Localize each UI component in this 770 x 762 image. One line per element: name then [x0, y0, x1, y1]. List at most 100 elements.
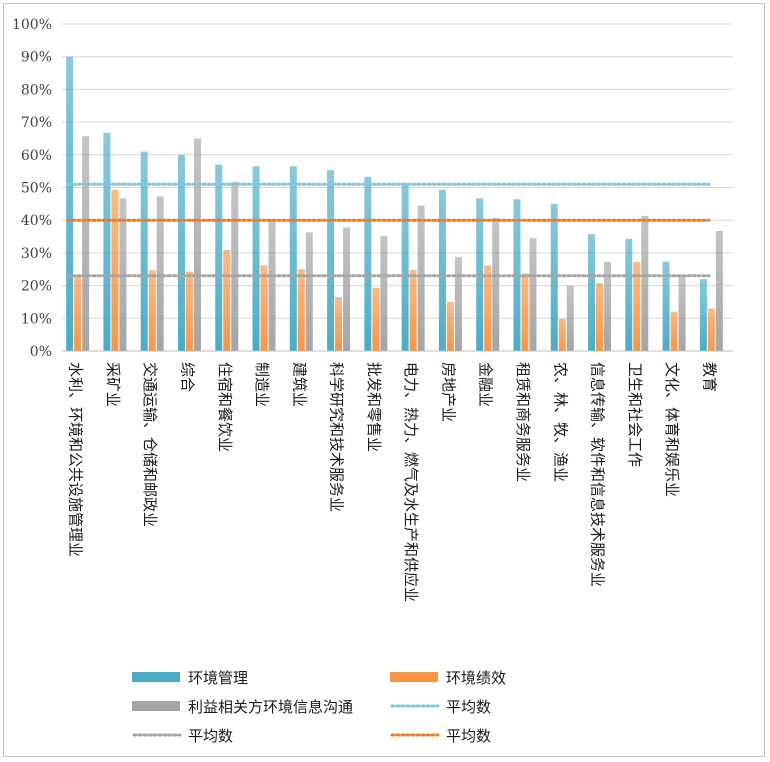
- x-tick-label: 房地产业: [439, 362, 457, 422]
- y-tick-label: 70%: [21, 115, 52, 131]
- bar: [335, 297, 343, 351]
- y-tick-label: 40%: [21, 213, 52, 229]
- x-tick-label: 交通运输、仓储和邮政业: [141, 362, 159, 527]
- chart-frame: [3, 3, 765, 757]
- bar: [596, 282, 604, 351]
- bar: [343, 227, 351, 351]
- bar: [438, 189, 446, 351]
- legend-item: 利益相关方环境信息沟通: [132, 698, 353, 716]
- bar: [231, 181, 239, 351]
- y-tick-label: 50%: [21, 181, 52, 197]
- bar: [401, 184, 409, 351]
- gridlines: [62, 23, 733, 319]
- legend-item: 环境管理: [132, 669, 248, 687]
- legend-label: 平均数: [446, 698, 491, 716]
- y-tick-label: 20%: [21, 279, 52, 295]
- legend-swatch: [390, 672, 438, 682]
- bar: [185, 271, 193, 351]
- x-tick-label: 水利、环境和公共设施管理业: [67, 362, 85, 557]
- x-tick-label: 建筑业: [290, 362, 308, 407]
- y-tick-label: 30%: [21, 246, 52, 262]
- legend-label: 平均数: [446, 727, 491, 745]
- legend-swatch: [132, 672, 180, 682]
- bar: [327, 170, 335, 351]
- bar: [268, 220, 276, 351]
- y-axis: 0% 10% 20% 30% 40% 50% 60% 70% 80% 90% 100%: [12, 17, 52, 360]
- x-tick-label: 综合: [178, 362, 196, 392]
- bar: [662, 261, 670, 351]
- bar: [297, 269, 305, 351]
- bar: [74, 274, 82, 351]
- bar: [177, 154, 185, 351]
- bar: [409, 269, 417, 351]
- legend-label: 利益相关方环境信息沟通: [188, 698, 353, 716]
- x-tick-label: 批发和零售业: [365, 362, 383, 452]
- legend-item: 平均数: [390, 727, 491, 745]
- bar: [521, 273, 529, 351]
- bar: [148, 270, 156, 351]
- bar: [678, 276, 686, 351]
- bar: [260, 265, 268, 351]
- bar: [111, 189, 119, 351]
- y-tick-label: 80%: [21, 82, 52, 98]
- bar: [670, 311, 678, 351]
- legend-item: 环境绩效: [390, 669, 506, 687]
- x-tick-label: 科学研究和技术服务业: [328, 362, 346, 512]
- y-tick-label: 60%: [21, 148, 52, 164]
- bar: [103, 132, 111, 351]
- bar: [484, 265, 492, 351]
- legend-label: 环境绩效: [446, 669, 506, 687]
- bar: [550, 203, 558, 351]
- bar: [380, 235, 388, 351]
- bar: [446, 301, 454, 351]
- bar: [715, 230, 723, 351]
- x-tick-label: 信息传输、软件和信息技术服务业: [589, 362, 607, 587]
- bar: [372, 287, 380, 351]
- bar: [699, 279, 707, 351]
- y-tick-label: 90%: [21, 50, 52, 66]
- x-tick-label: 教育: [700, 362, 718, 392]
- bar: [633, 262, 641, 351]
- bar: [305, 232, 313, 351]
- x-tick-label: 电力、热力、燃气及水生产和供应业: [402, 362, 420, 602]
- legend-item: 平均数: [132, 727, 233, 745]
- bar: [289, 166, 297, 351]
- bar: [492, 217, 500, 351]
- bar: [604, 261, 612, 351]
- bar: [193, 138, 201, 351]
- y-tick-label: 100%: [12, 17, 52, 33]
- bar: [588, 234, 596, 351]
- bar: [417, 205, 425, 351]
- bar: [566, 285, 574, 351]
- bar: [215, 164, 223, 351]
- bar: [625, 238, 633, 351]
- bar: [82, 136, 90, 351]
- x-tick-label: 文化、体育和娱乐业: [663, 362, 681, 497]
- legend-item: 平均数: [390, 698, 491, 716]
- x-axis: 水利、环境和公共设施管理业 采矿业 交通运输、仓储和邮政业 综合 住宿和餐饮业 制造业 建筑…: [62, 350, 733, 602]
- bar: [364, 176, 372, 351]
- x-tick-label: 卫生和社会工作: [626, 362, 644, 467]
- x-tick-label: 金融业: [477, 362, 495, 407]
- x-tick-label: 住宿和餐饮业: [216, 362, 234, 452]
- bar: [641, 215, 649, 351]
- legend-swatch: [132, 701, 180, 711]
- x-tick-label: 农、林、牧、渔业: [551, 362, 569, 482]
- x-tick-label: 租赁和商务服务业: [514, 362, 532, 482]
- y-tick-label: 10%: [21, 311, 52, 327]
- average-lines: [66, 182, 711, 278]
- bar: [558, 318, 566, 351]
- bar: [529, 238, 537, 351]
- bar: [140, 151, 148, 351]
- bar: [707, 308, 715, 351]
- bar: [156, 196, 164, 351]
- x-tick-label: 制造业: [253, 362, 271, 407]
- legend-label: 环境管理: [188, 669, 248, 687]
- y-tick-label: 0%: [30, 344, 52, 360]
- bar: [252, 166, 260, 351]
- x-tick-label: 采矿业: [104, 362, 122, 407]
- bars: [66, 56, 723, 351]
- bar: [66, 56, 74, 351]
